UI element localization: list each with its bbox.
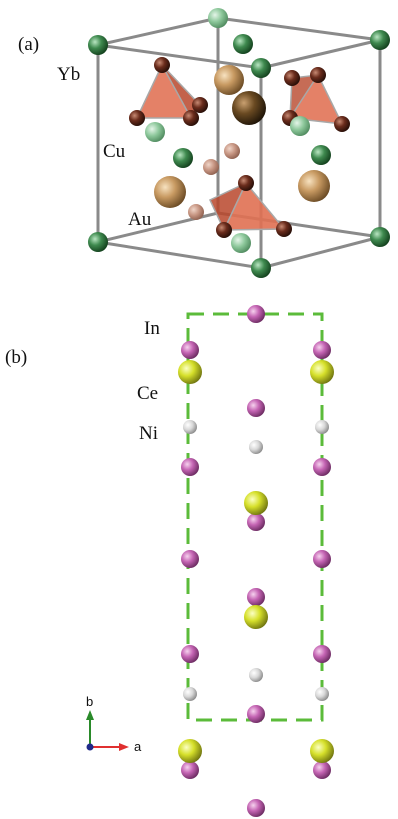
ni-atom [183, 687, 197, 701]
b-axis-label: b [86, 694, 93, 709]
au-atom [232, 91, 266, 125]
ce-atom [178, 360, 202, 384]
in-atom [247, 588, 265, 606]
cu-atom [334, 116, 350, 132]
cu-atom [203, 159, 219, 175]
yb-atom [370, 227, 390, 247]
yb-atom [173, 148, 193, 168]
ce-atom [310, 360, 334, 384]
panel-a-label: (a) [18, 34, 39, 55]
in-atom [313, 550, 331, 568]
cu-atom [192, 97, 208, 113]
in-atom [181, 550, 199, 568]
atom-column-right [310, 341, 334, 779]
ni-atom [183, 420, 197, 434]
au-atom [154, 176, 186, 208]
cu-atom [310, 67, 326, 83]
yb-atom [311, 145, 331, 165]
yb-atom [88, 232, 108, 252]
cu-atom [276, 221, 292, 237]
yb-atom [233, 34, 253, 54]
au-atom [214, 65, 244, 95]
cu-atom [216, 222, 232, 238]
in-atom [181, 761, 199, 779]
in-atom [313, 645, 331, 663]
in-atom [313, 341, 331, 359]
cu-atom [224, 143, 240, 159]
axes-triad: b a [86, 694, 142, 754]
in-atom [181, 458, 199, 476]
ni-atom [249, 440, 263, 454]
ni-atom [315, 687, 329, 701]
yb-atom [208, 8, 228, 28]
cu-atom [188, 204, 204, 220]
cu-atom [154, 57, 170, 73]
panel-b: (b) [5, 305, 334, 817]
ni-atom [249, 668, 263, 682]
a-axis-arrowhead [119, 743, 129, 751]
atom-column-center [244, 305, 268, 817]
yb-atom [88, 35, 108, 55]
in-atom [313, 458, 331, 476]
ce-atom [244, 491, 268, 515]
ce-atom [244, 605, 268, 629]
ni-label: Ni [139, 423, 158, 444]
yb-label: Yb [57, 64, 80, 85]
yb-atom [145, 122, 165, 142]
au-atom [298, 170, 330, 202]
in-atom [247, 705, 265, 723]
ni-atom [315, 420, 329, 434]
yb-atom [370, 30, 390, 50]
cu-atom [183, 110, 199, 126]
in-atom [181, 341, 199, 359]
yb-atom [251, 58, 271, 78]
ce-atom [178, 739, 202, 763]
cu-tetrahedron [282, 67, 350, 132]
in-atom [181, 645, 199, 663]
in-atom [247, 799, 265, 817]
cu-atom [238, 175, 254, 191]
atom-column-left [178, 341, 202, 779]
cu-tetrahedron [129, 57, 208, 126]
cu-atom [284, 70, 300, 86]
yb-atom [251, 258, 271, 278]
ce-label: Ce [137, 383, 158, 404]
cu-label: Cu [103, 141, 126, 162]
panel-b-label: (b) [5, 347, 27, 368]
in-atom [247, 305, 265, 323]
cu-atom [129, 110, 145, 126]
in-label: In [144, 318, 160, 339]
b-axis-arrowhead [86, 710, 94, 720]
au-label: Au [128, 209, 152, 230]
a-axis-label: a [134, 739, 142, 754]
yb-atom [290, 116, 310, 136]
in-atom [247, 399, 265, 417]
yb-atom [231, 233, 251, 253]
origin-dot [86, 743, 94, 751]
in-atom [247, 513, 265, 531]
ce-atom [310, 739, 334, 763]
cu-tetrahedron [209, 175, 292, 238]
in-atom [313, 761, 331, 779]
panel-a: (a) [18, 8, 390, 278]
